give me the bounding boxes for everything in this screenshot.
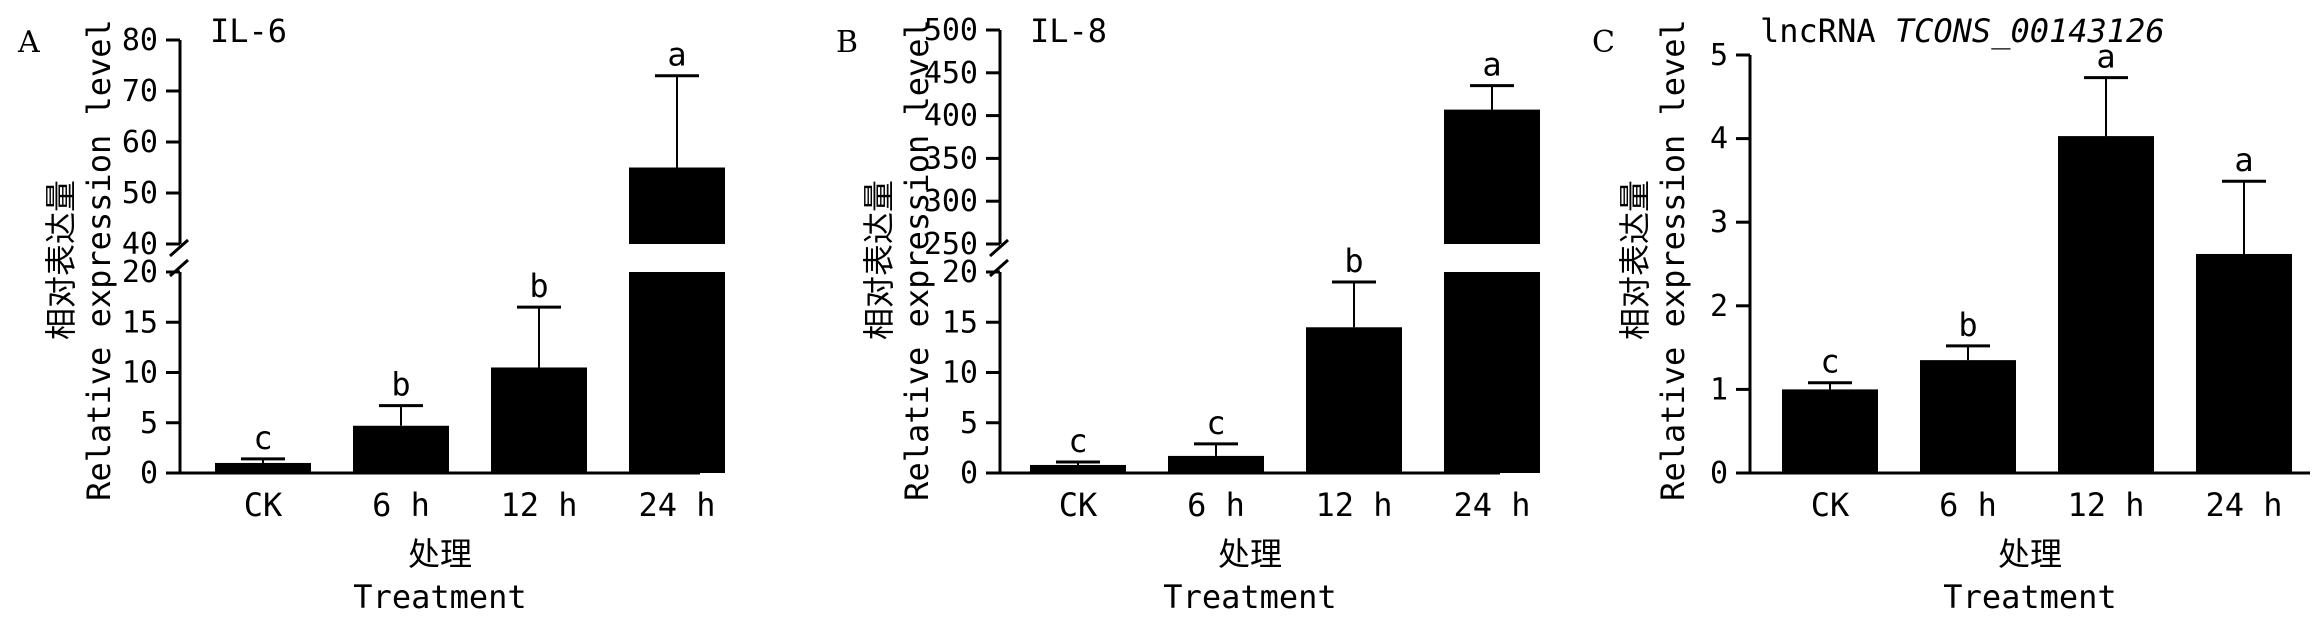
significance-letter: c xyxy=(1206,404,1225,442)
x-tick-label: 12 h xyxy=(500,486,577,524)
bar xyxy=(629,167,725,244)
x-axis-label-en: Treatment xyxy=(1163,578,1336,616)
y-tick-label: 10 xyxy=(122,356,158,391)
y-tick-label: 60 xyxy=(122,125,158,160)
y-tick-label: 300 xyxy=(924,184,978,219)
y-axis-label-en: Relative expression level xyxy=(1654,19,1692,501)
chart-title-prefix: lncRNA xyxy=(1760,12,1895,50)
x-tick-label: 6 h xyxy=(1187,486,1245,524)
y-axis-label: 相对表达量Relative expression level xyxy=(1616,19,1692,501)
bar xyxy=(629,272,725,473)
panel-label: C xyxy=(1592,25,1615,60)
x-tick-label: 12 h xyxy=(1315,486,1392,524)
x-tick-label: CK xyxy=(1811,486,1850,524)
significance-letter: b xyxy=(1958,306,1977,344)
significance-letter: a xyxy=(2096,38,2115,76)
axis-break-mark xyxy=(169,238,189,258)
x-tick-label: CK xyxy=(244,486,283,524)
y-axis-label-en: Relative expression level xyxy=(898,19,936,501)
bar xyxy=(1444,109,1540,244)
y-tick-label: 450 xyxy=(924,56,978,91)
x-tick-label: 24 h xyxy=(2205,486,2282,524)
panel-label: A xyxy=(17,25,40,60)
significance-letter: a xyxy=(2234,141,2253,179)
significance-letter: b xyxy=(529,267,548,305)
y-tick-label: 250 xyxy=(924,227,978,262)
y-tick-label: 0 xyxy=(960,456,978,491)
bar xyxy=(1168,455,1264,473)
y-axis-label-cn: 相对表达量 xyxy=(1616,180,1654,340)
panel-label: B xyxy=(836,25,858,60)
significance-letter: a xyxy=(1482,46,1501,84)
y-axis-label-cn: 相对表达量 xyxy=(42,180,80,340)
chart-panel-b: B IL-8 相对表达量Relative expression level 0 5 10 1… xyxy=(836,12,1540,616)
y-axis-label: 相对表达量Relative expression level xyxy=(860,19,936,501)
significance-letter: c xyxy=(1820,343,1839,381)
significance-letter: c xyxy=(253,419,272,457)
bar xyxy=(1920,360,2016,473)
bar xyxy=(2058,136,2154,474)
y-tick-label: 4 xyxy=(1710,122,1728,157)
x-tick-label: 24 h xyxy=(638,486,715,524)
bar xyxy=(1306,327,1402,473)
x-axis-label-cn: 处理 xyxy=(408,535,472,573)
x-tick-label: 12 h xyxy=(2067,486,2144,524)
y-axis-label-cn: 相对表达量 xyxy=(860,180,898,340)
x-tick-label: 6 h xyxy=(1939,486,1997,524)
y-tick-label: 70 xyxy=(122,74,158,109)
x-axis-label-cn: 处理 xyxy=(1998,535,2062,573)
bar xyxy=(1030,464,1126,473)
y-tick-label: 400 xyxy=(924,99,978,134)
significance-letter: b xyxy=(1344,242,1363,280)
y-tick-label: 10 xyxy=(942,356,978,391)
chart-title: lncRNA TCONS_00143126 xyxy=(1760,12,2165,50)
axis-break-mark xyxy=(989,238,1009,258)
y-tick-label: 5 xyxy=(140,406,158,441)
bar xyxy=(1444,272,1540,473)
y-tick-label: 5 xyxy=(1710,38,1728,73)
y-tick-label: 2 xyxy=(1710,289,1728,324)
x-tick-label: 24 h xyxy=(1453,486,1530,524)
y-axis-label-en: Relative expression level xyxy=(80,19,118,501)
x-tick-label: 6 h xyxy=(372,486,430,524)
bar xyxy=(491,367,587,473)
x-tick-label: CK xyxy=(1059,486,1098,524)
bar xyxy=(2196,253,2292,473)
y-tick-label: 50 xyxy=(122,176,158,211)
significance-letter: b xyxy=(391,366,410,404)
y-tick-label: 15 xyxy=(122,305,158,340)
chart-panel-a: A IL-6 相对表达量Relative expression level 0 5 10 1… xyxy=(17,12,725,616)
y-tick-label: 20 xyxy=(942,255,978,290)
significance-letter: c xyxy=(1068,422,1087,460)
bar xyxy=(1782,389,1878,473)
bar xyxy=(353,425,449,473)
y-tick-label: 20 xyxy=(122,255,158,290)
y-tick-label: 5 xyxy=(960,406,978,441)
y-tick-label: 0 xyxy=(1710,456,1728,491)
x-axis-label-cn: 处理 xyxy=(1218,535,1282,573)
y-tick-label: 80 xyxy=(122,23,158,58)
y-tick-label: 350 xyxy=(924,141,978,176)
y-tick-label: 500 xyxy=(924,13,978,48)
y-tick-label: 40 xyxy=(122,227,158,262)
y-tick-label: 0 xyxy=(140,456,158,491)
significance-letter: a xyxy=(667,36,686,74)
chart-title: IL-8 xyxy=(1030,12,1107,50)
x-axis-label-en: Treatment xyxy=(353,578,526,616)
chart-title-gene: TCONS_00143126 xyxy=(1895,12,2165,50)
bar xyxy=(215,462,311,473)
chart-title: IL-6 xyxy=(210,12,287,50)
y-tick-label: 3 xyxy=(1710,205,1728,240)
x-axis-label-en: Treatment xyxy=(1943,578,2116,616)
y-axis-label: 相对表达量Relative expression level xyxy=(42,19,118,501)
y-tick-label: 1 xyxy=(1710,372,1728,407)
y-tick-label: 15 xyxy=(942,305,978,340)
